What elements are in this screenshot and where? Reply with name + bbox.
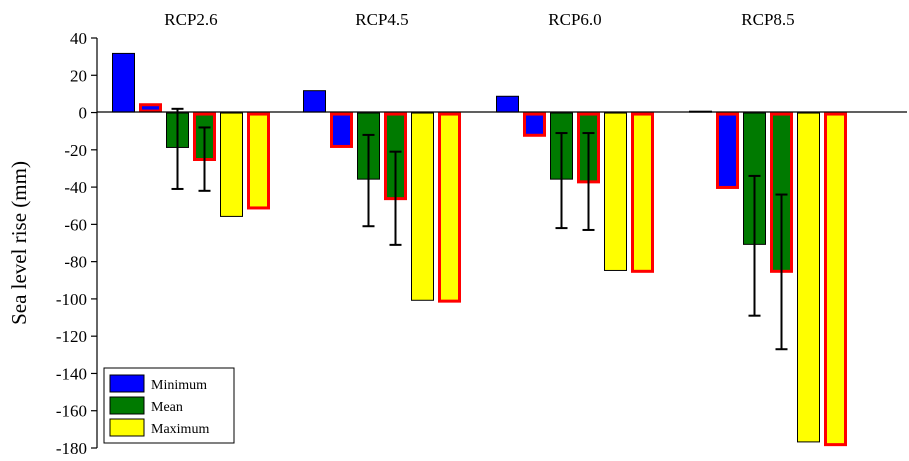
y-tick-label: -100 <box>56 290 87 309</box>
bar-rcp60-minimum-highlight <box>523 112 546 137</box>
legend-swatch-minimum <box>109 374 145 393</box>
bar-rcp45-maximum <box>411 112 434 301</box>
bar-rcp60-minimum <box>496 95 519 113</box>
bar-rcp45-maximum-highlight <box>438 112 461 303</box>
labels-layer: RCP2.6 RCP4.5 RCP6.0 RCP8.5 <box>164 10 794 29</box>
legend-swatch-maximum <box>109 418 145 437</box>
bar-rcp60-maximum-highlight <box>631 112 654 273</box>
bar-rcp85-minimum-highlight <box>716 112 739 189</box>
bar-rcp45-minimum-highlight <box>330 112 353 148</box>
y-tick-label: -60 <box>64 215 87 234</box>
category-label: RCP2.6 <box>164 10 217 29</box>
y-tick-label: -40 <box>64 178 87 197</box>
bar-rcp85-maximum-highlight <box>824 112 847 447</box>
y-tick-label: -180 <box>56 439 87 458</box>
legend: Minimum Mean Maximum <box>103 367 235 444</box>
legend-label-minimum: Minimum <box>151 378 207 393</box>
legend-label-mean: Mean <box>151 400 183 415</box>
y-tick-label: 0 <box>79 104 88 123</box>
bar-rcp26-minimum <box>112 52 135 113</box>
axes-layer <box>96 38 907 448</box>
y-tick-label: -20 <box>64 141 87 160</box>
bar-rcp26-maximum <box>220 112 243 217</box>
bar-rcp26-minimum-highlight <box>139 103 162 113</box>
legend-label-maximum: Maximum <box>151 422 209 437</box>
y-tick-label: -80 <box>64 253 87 272</box>
category-label: RCP6.0 <box>548 10 601 29</box>
y-tick-label: 40 <box>70 29 87 48</box>
y-axis-label: Sea level rise (mm) <box>7 161 31 325</box>
legend-swatch-mean <box>109 396 145 415</box>
bar-rcp45-minimum <box>303 90 326 113</box>
y-tick-label: 20 <box>70 66 87 85</box>
bar-rcp60-maximum <box>604 112 627 271</box>
bar-rcp85-maximum <box>797 112 820 443</box>
y-tick-label: -160 <box>56 402 87 421</box>
bars-layer <box>112 52 847 447</box>
y-tick-label: -120 <box>56 327 87 346</box>
y-tick-label: -140 <box>56 364 87 383</box>
category-label: RCP8.5 <box>741 10 794 29</box>
ticks-layer: 40 20 0 -20 -40 -60 -80 -100 -120 -140 -160 -180 <box>56 29 97 458</box>
bar-rcp26-maximum-highlight <box>247 112 270 210</box>
category-label: RCP4.5 <box>355 10 408 29</box>
